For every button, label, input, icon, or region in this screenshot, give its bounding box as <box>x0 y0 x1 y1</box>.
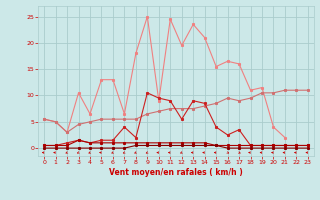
X-axis label: Vent moyen/en rafales ( km/h ): Vent moyen/en rafales ( km/h ) <box>109 168 243 177</box>
